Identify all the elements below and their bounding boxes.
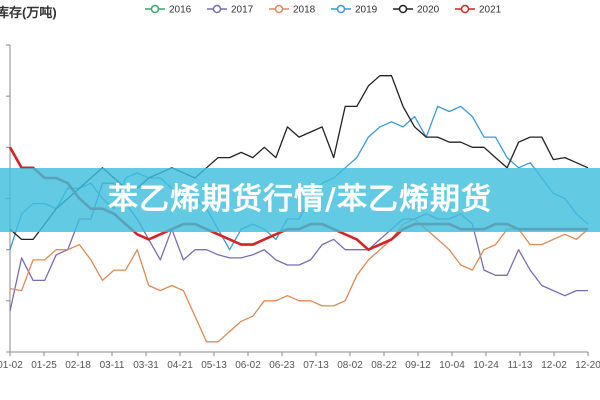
legend-swatch-marker — [336, 4, 346, 14]
x-tick-label: 03-31 — [133, 360, 159, 371]
legend-item-2019[interactable]: 2019 — [331, 5, 378, 16]
x-tick-label: 09-12 — [405, 360, 431, 371]
legend-swatch-marker — [150, 4, 160, 14]
x-tick-label: 01-02 — [0, 360, 23, 371]
x-tick-label: 05-13 — [201, 360, 227, 371]
legend-item-2016[interactable]: 2016 — [145, 5, 192, 16]
legend-label: 2018 — [293, 5, 316, 16]
x-tick-label: 06-02 — [235, 360, 261, 371]
legend-swatch-marker — [212, 4, 222, 14]
banner-text: 苯乙烯期货行情/苯乙烯期货 — [108, 182, 492, 217]
legend-label: 2019 — [355, 5, 378, 16]
x-tick-label: 01-25 — [31, 360, 57, 371]
legend-label: 2017 — [231, 5, 254, 16]
x-tick-label: 08-02 — [337, 360, 363, 371]
legend-label: 2021 — [479, 5, 502, 16]
x-tick-label: 02-18 — [65, 360, 91, 371]
axes: 01-02 01-25 02-18 03-11 03-31 04-21 05-13 06-02… — [0, 44, 600, 371]
x-tick-label: 07-13 — [303, 360, 329, 371]
x-tick-label: 04-21 — [167, 360, 193, 371]
x-tick-label: 11-13 — [508, 360, 533, 371]
legend-item-2021[interactable]: 2021 — [455, 5, 502, 16]
x-tick-label: 12-20 — [575, 360, 600, 371]
legend-label: 2016 — [169, 5, 192, 16]
legend-item-2017[interactable]: 2017 — [207, 5, 254, 16]
x-tick-label: 03-11 — [100, 360, 125, 371]
legend-swatch-marker — [274, 4, 284, 14]
legend-swatch-marker — [460, 4, 470, 14]
x-tick-label: 08-22 — [371, 360, 397, 371]
legend-item-2020[interactable]: 2020 — [393, 5, 440, 16]
x-tick-label: 12-02 — [541, 360, 567, 371]
x-tick-label: 10-04 — [439, 360, 465, 371]
legend[interactable]: 2016 2017 2018 2019 2020 2021 — [145, 5, 502, 16]
x-tick-label: 06-23 — [269, 360, 295, 371]
legend-label: 2020 — [417, 5, 440, 16]
legend-item-2018[interactable]: 2018 — [269, 5, 316, 16]
promo-banner: 苯乙烯期货行情/苯乙烯期货 — [0, 168, 600, 232]
x-tick-label: 10-24 — [473, 360, 499, 371]
series-line-2018 — [9, 218, 589, 343]
legend-swatch-marker — [398, 4, 408, 14]
chart-title: 库存(万吨) — [0, 5, 57, 20]
